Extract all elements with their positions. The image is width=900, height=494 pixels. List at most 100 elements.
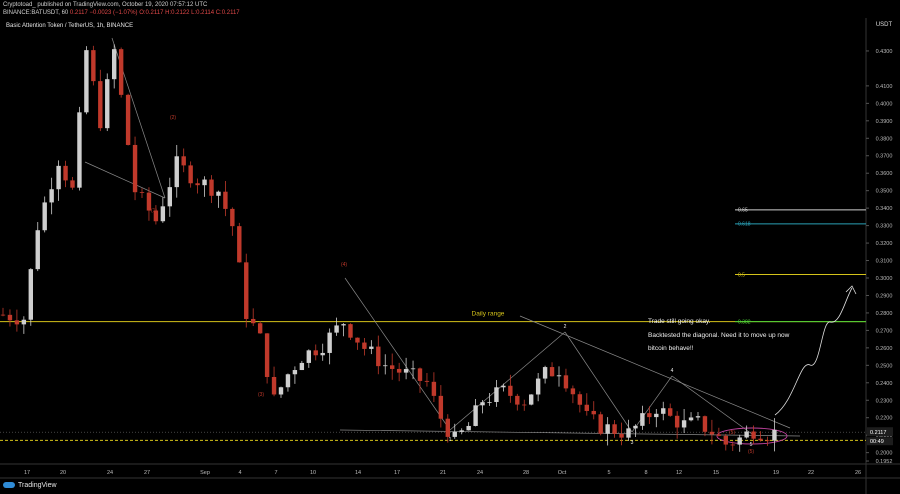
candle-body [327,332,332,353]
price-tick-label: 0.3500 [876,189,893,195]
candle-body [42,202,47,231]
brand-label: TradingView [18,481,57,489]
last-price-text: 0.2117 [69,10,88,16]
tradingview-footer[interactable]: TradingView [3,481,57,489]
note-line: Trade still going okay. [648,318,711,325]
price-tick-label: 0.2500 [876,363,893,369]
time-tick-label: 7 [274,470,277,476]
note-line: bitcoin behave!! [648,345,694,352]
time-tick-label: 27 [144,470,150,476]
time-tick-label: 17 [394,470,400,476]
candle-body [223,191,228,209]
trend-line [84,161,166,199]
candle-body [640,413,645,426]
candle-body [264,333,270,377]
time-tick-label: 10 [310,470,316,476]
price-tick-label: 0.4000 [876,101,893,107]
trend-line [344,277,451,431]
candle-body [49,189,54,203]
candle-body [167,187,172,207]
candle-body [508,385,513,396]
candle-body [515,395,520,405]
candle-body [751,431,756,439]
candle-body [681,420,687,428]
candle-body [91,50,96,82]
candle-body [285,374,291,388]
wave-label-white: 2 [564,324,567,330]
candle-body [348,324,353,338]
candle-body [21,319,27,325]
price-tick-label: 0.3200 [876,241,893,247]
time-tick-label: 19 [773,470,779,476]
time-tick-label: 24 [107,470,113,476]
wave-label-white: 1 [449,437,452,443]
price-tick-label: 0.2900 [876,293,893,299]
candle-body [570,388,576,395]
candle-body [77,112,82,188]
price-tick-label: 0.1952 [876,459,893,465]
countdown-label: 00:49 [870,439,884,445]
time-axis: 17 20 24 27 Sep 4 7 10 14 17 21 24 28 Oct 5 8 12 15 19 22 26 [24,470,861,476]
candle-body [424,380,430,382]
countdown-box [867,437,893,446]
candle-body [125,94,131,145]
price-tick-label: 0.2400 [876,381,893,387]
daily-range-label: Daily range [472,311,505,318]
time-tick-label: 17 [24,470,30,476]
candle-body [674,415,680,428]
wave-label-red: (5) [729,430,735,436]
candle-body [459,430,464,432]
candle-body [633,425,638,429]
candle-body [216,191,221,196]
candle-body [772,429,777,441]
fib-level-label: 0.382 [738,319,751,325]
candle-body [619,433,624,438]
price-tick-label: 0.3700 [876,154,893,160]
candle-body [174,156,179,188]
candle-body [431,381,437,396]
time-tick-label: 28 [523,470,529,476]
price-tick-label: 0.3800 [876,136,893,142]
candle-body [591,410,596,415]
price-tick-label: 0.4100 [876,84,893,90]
time-tick-label: 14 [355,470,361,476]
candle-body [278,387,284,395]
price-tick-label: 0.3100 [876,259,893,265]
trend-line [631,375,673,433]
last-price-label: 0.2117 [870,430,886,436]
candle-body [383,365,388,367]
candle-body [209,179,214,196]
price-tick-label: 0.4300 [876,49,893,55]
tradingview-logo-icon [3,481,15,489]
time-tick-label: 20 [60,470,66,476]
change-text: −0.0023 (−1.07%) [89,10,138,16]
time-tick-label: 21 [440,470,446,476]
trend-lines [84,37,857,445]
candle-body [320,352,325,356]
candle-body [244,262,249,319]
annotations: (1) (2) (3) (4) (5) (5) 1 2 3 4 5 Trade still going… [151,115,790,455]
time-tick-label: 15 [713,470,719,476]
candle-body [494,387,499,403]
fib-level-label: 0.65 [738,208,748,214]
candle-body [758,438,763,441]
trend-line [449,331,566,431]
trend-line [339,429,801,437]
price-tick-label: 0.3300 [876,224,893,230]
candle-body [466,425,471,431]
candle-body [535,378,541,395]
candle-body [251,318,256,324]
candle-body [626,428,631,438]
candle-body [417,368,423,381]
candle-body [598,414,603,434]
candle-body [529,394,534,405]
candle-body [688,417,694,421]
candle-body [257,323,263,334]
time-tick-label: 5 [607,470,610,476]
fib-level-label: 0.5 [738,272,745,278]
ohlc-text: O:0.2117 H:0.2122 L:0.2114 C:0.2117 [139,10,240,16]
candle-body [702,416,708,432]
symbol-label: BINANCE:BATUSDT, 60 [3,10,69,16]
candle-body [445,418,450,437]
